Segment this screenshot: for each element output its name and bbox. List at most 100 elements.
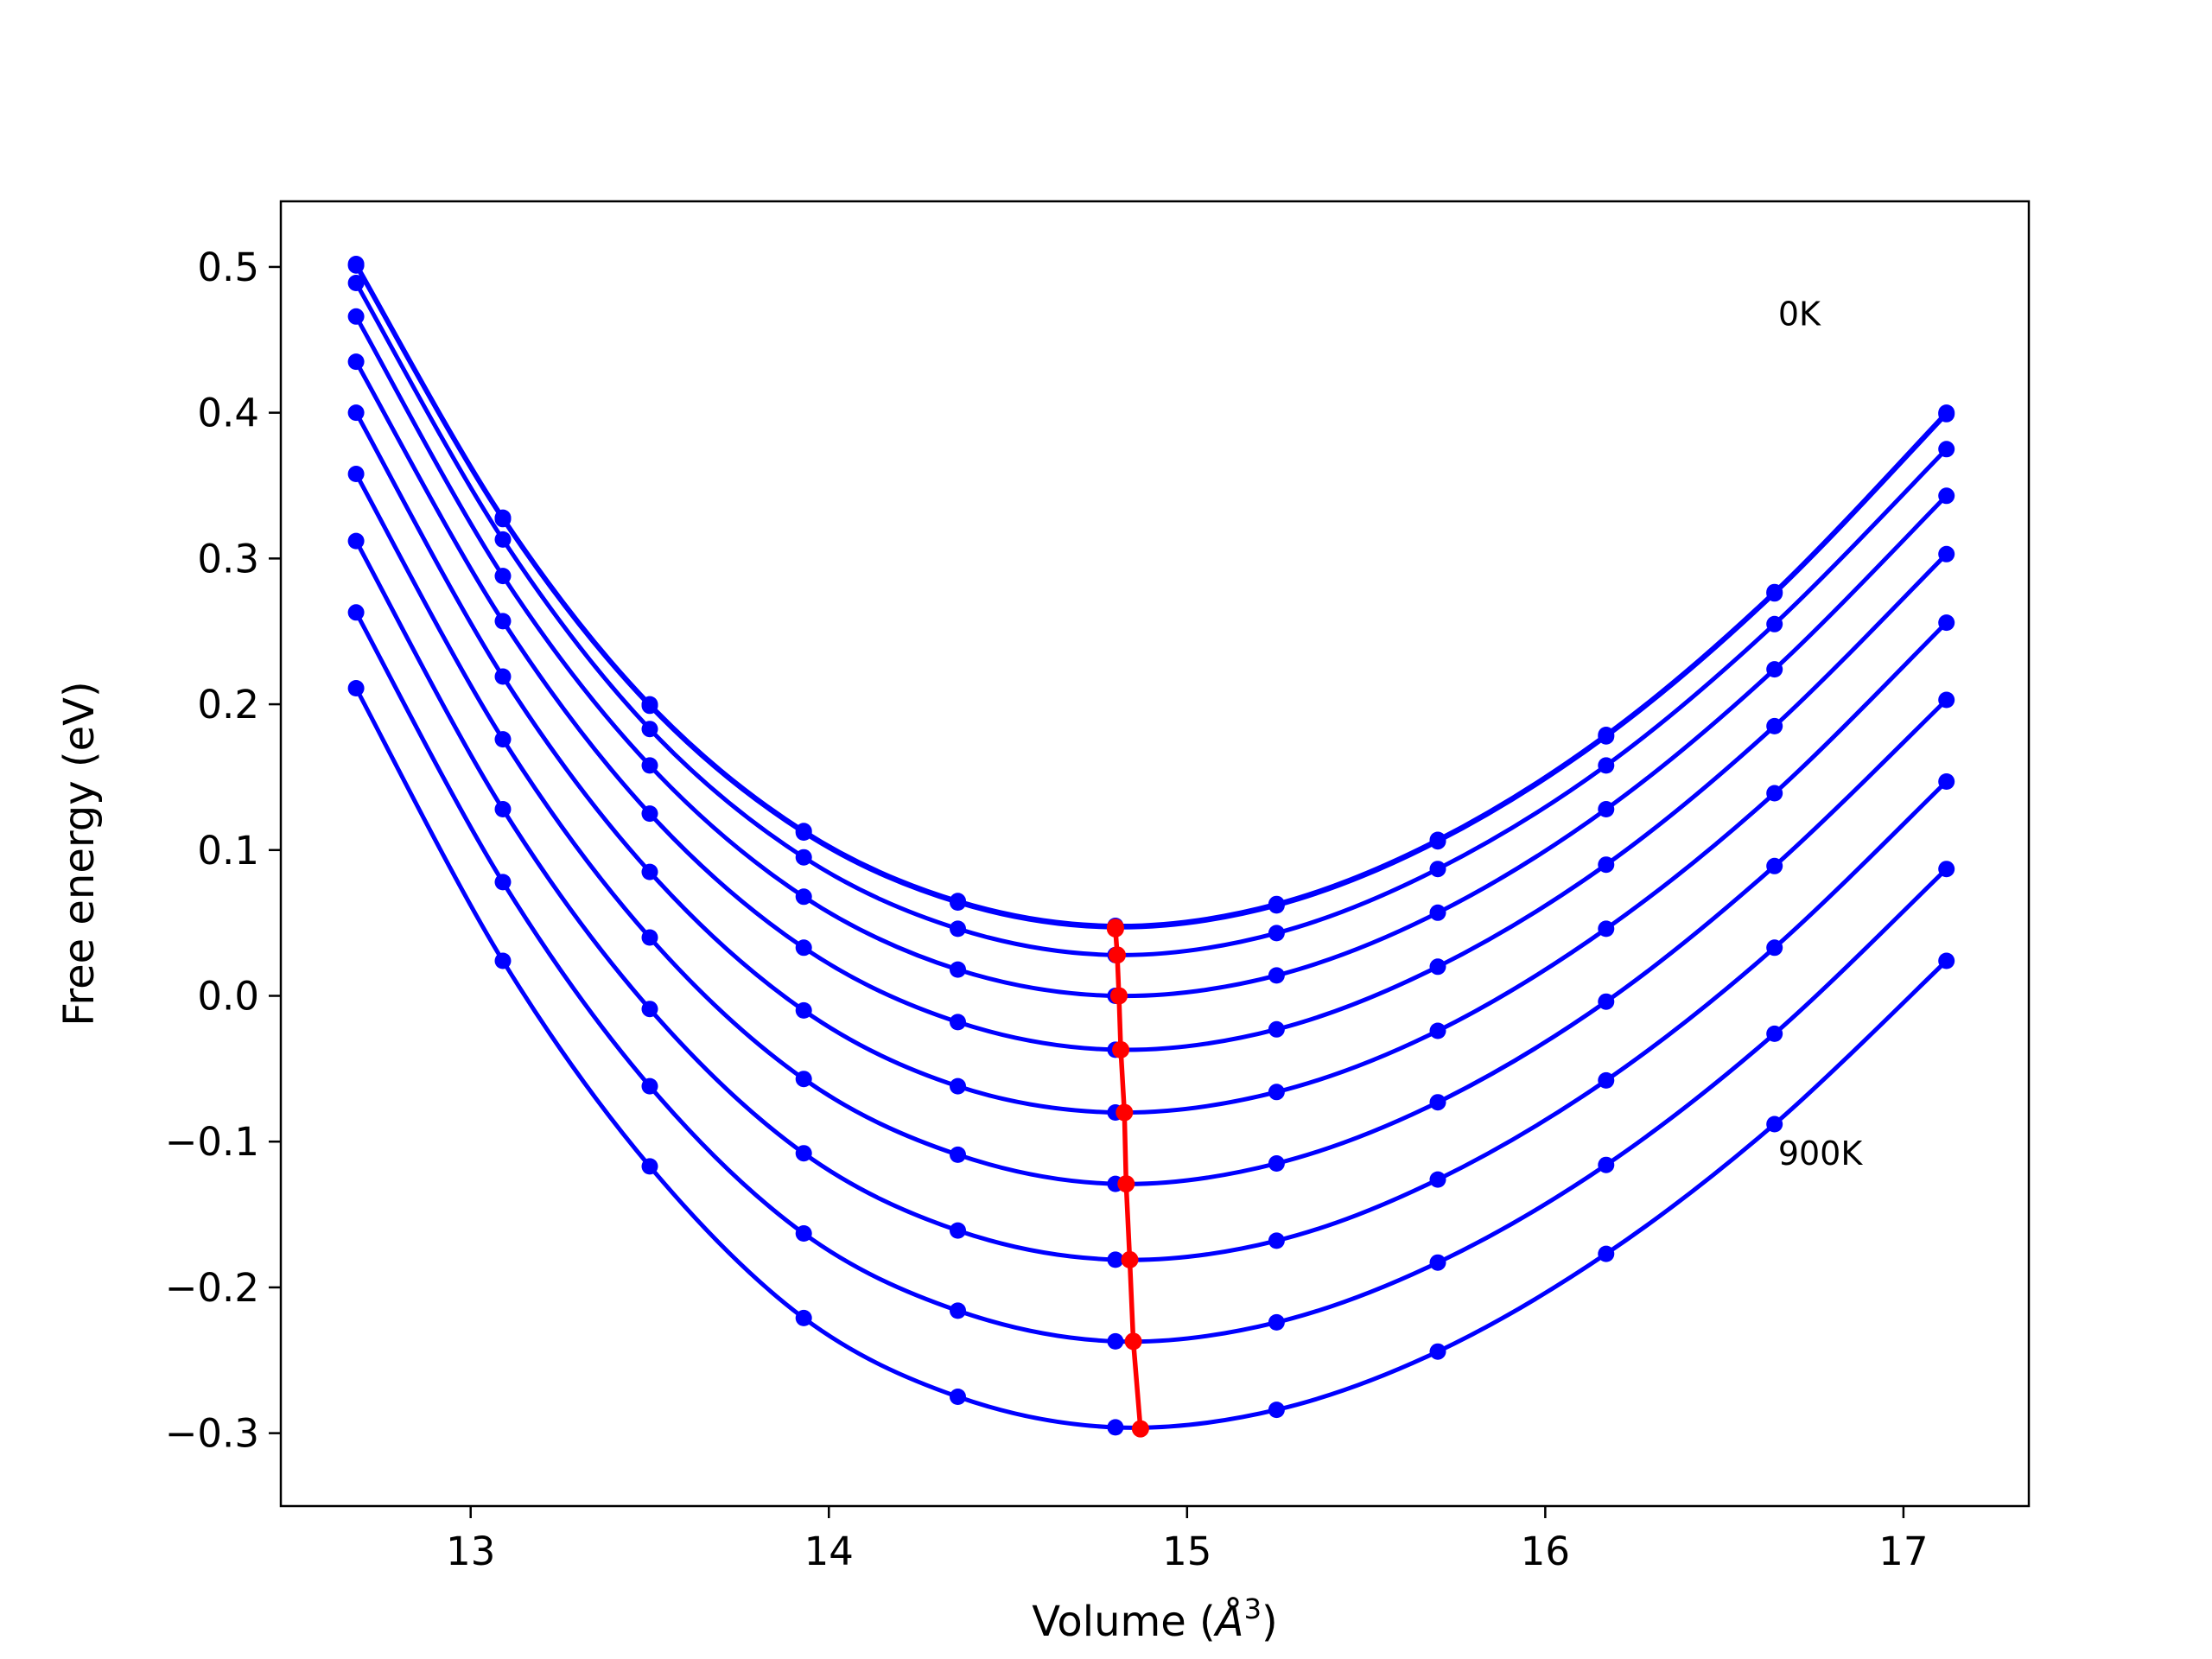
annotation-0K: 0K <box>1778 295 1821 333</box>
points-layer <box>347 256 1955 1436</box>
data-point-100K-10 <box>1938 405 1955 423</box>
minima-point-7 <box>1121 1250 1139 1268</box>
data-point-400K-7 <box>1429 958 1446 976</box>
data-point-900K-7 <box>1429 1343 1446 1360</box>
annotations-layer: 0K 900K <box>1778 295 1864 1173</box>
series-line-800K <box>353 611 1948 1344</box>
data-point-900K-4 <box>950 1389 966 1405</box>
data-point-200K-0 <box>347 275 365 291</box>
minima-point-9 <box>1131 1420 1149 1438</box>
data-point-600K-7 <box>1429 1094 1446 1111</box>
x-axis-label: Volume (Å3) <box>1032 1592 1277 1646</box>
data-point-100K-4 <box>950 894 966 911</box>
data-point-900K-3 <box>795 1309 812 1326</box>
data-point-100K-0 <box>347 257 365 274</box>
data-point-300K-7 <box>1429 904 1446 921</box>
y-tick-label: −0.1 <box>165 1119 259 1165</box>
y-tick-label: 0.4 <box>197 391 259 436</box>
data-point-200K-7 <box>1429 861 1446 878</box>
data-point-100K-2 <box>641 697 658 715</box>
data-point-300K-6 <box>1268 967 1285 984</box>
data-point-500K-1 <box>494 668 512 685</box>
data-point-900K-1 <box>494 952 512 969</box>
data-point-700K-6 <box>1268 1232 1285 1249</box>
y-tick-label: −0.3 <box>165 1411 259 1457</box>
y-tick-label: 0.2 <box>197 682 259 728</box>
data-point-700K-1 <box>494 801 512 817</box>
data-point-300K-8 <box>1598 801 1615 817</box>
data-point-700K-9 <box>1766 939 1783 957</box>
data-point-400K-6 <box>1268 1020 1285 1038</box>
data-point-500K-9 <box>1766 785 1783 802</box>
data-point-600K-3 <box>795 1071 812 1088</box>
data-point-200K-1 <box>494 531 512 548</box>
data-point-700K-4 <box>950 1222 966 1239</box>
data-point-200K-10 <box>1938 441 1955 458</box>
y-axis-label: Free energy (eV) <box>55 681 104 1026</box>
data-point-700K-10 <box>1938 773 1955 790</box>
y-axis-ticks: −0.3 −0.2 −0.1 0.0 0.1 0.2 0.3 0.4 0.5 <box>165 245 281 1457</box>
data-point-800K-3 <box>795 1225 812 1242</box>
data-point-900K-8 <box>1598 1245 1615 1262</box>
minima-point-2 <box>1109 946 1126 964</box>
data-point-500K-7 <box>1429 1022 1446 1039</box>
data-point-100K-9 <box>1766 585 1783 602</box>
data-point-400K-8 <box>1598 856 1615 874</box>
data-point-700K-5 <box>1107 1251 1124 1268</box>
data-point-600K-0 <box>347 466 365 482</box>
data-point-800K-7 <box>1429 1254 1446 1271</box>
data-point-300K-10 <box>1938 487 1955 505</box>
data-point-800K-8 <box>1598 1156 1615 1173</box>
data-point-400K-10 <box>1938 545 1955 563</box>
minima-point-4 <box>1112 1040 1130 1058</box>
x-tick-label: 14 <box>804 1529 854 1574</box>
data-point-900K-6 <box>1268 1402 1285 1419</box>
data-point-800K-1 <box>494 874 512 891</box>
data-point-100K-1 <box>494 511 512 528</box>
data-point-600K-4 <box>950 1146 966 1163</box>
data-point-600K-6 <box>1268 1155 1285 1172</box>
y-tick-label: 0.3 <box>197 536 259 582</box>
data-point-400K-3 <box>795 939 812 957</box>
data-point-800K-10 <box>1938 861 1955 878</box>
data-point-300K-3 <box>795 888 812 906</box>
data-point-400K-2 <box>641 805 658 823</box>
x-tick-label: 15 <box>1162 1529 1211 1574</box>
data-point-200K-8 <box>1598 757 1615 774</box>
data-point-200K-9 <box>1766 615 1783 632</box>
data-point-600K-2 <box>641 929 658 946</box>
data-point-500K-10 <box>1938 614 1955 632</box>
data-point-800K-5 <box>1107 1332 1124 1350</box>
data-point-200K-6 <box>1268 925 1285 942</box>
data-point-900K-9 <box>1766 1116 1783 1133</box>
data-point-700K-8 <box>1598 1071 1615 1089</box>
minima-point-5 <box>1116 1103 1134 1122</box>
data-point-500K-6 <box>1268 1084 1285 1101</box>
data-point-600K-1 <box>494 731 512 748</box>
data-point-300K-0 <box>347 308 365 325</box>
minima-point-1 <box>1106 919 1124 938</box>
data-point-400K-0 <box>347 353 365 371</box>
minima-layer <box>1106 918 1149 1438</box>
data-point-200K-4 <box>950 920 966 938</box>
data-point-400K-4 <box>950 1014 966 1031</box>
y-tick-label: −0.2 <box>165 1265 259 1311</box>
data-point-500K-0 <box>347 404 365 422</box>
data-point-800K-9 <box>1766 1025 1783 1042</box>
data-point-300K-2 <box>641 757 658 774</box>
minima-line <box>1113 927 1143 1429</box>
data-point-100K-7 <box>1429 833 1446 850</box>
minima-point-6 <box>1117 1175 1135 1193</box>
data-point-800K-0 <box>347 604 365 621</box>
data-point-800K-4 <box>950 1302 966 1319</box>
data-point-800K-6 <box>1268 1313 1285 1331</box>
data-point-100K-8 <box>1598 728 1615 745</box>
data-point-200K-3 <box>795 849 812 866</box>
data-point-500K-8 <box>1598 920 1615 938</box>
data-point-300K-4 <box>950 961 966 978</box>
annotation-900K: 900K <box>1778 1135 1864 1173</box>
y-tick-label: 0.5 <box>197 245 259 290</box>
y-tick-label: 0.1 <box>197 828 259 874</box>
data-point-700K-2 <box>641 1001 658 1018</box>
